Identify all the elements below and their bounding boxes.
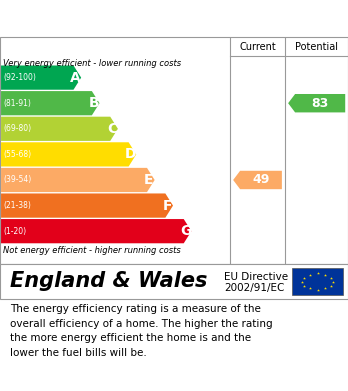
Text: A: A bbox=[70, 71, 81, 84]
Text: (55-68): (55-68) bbox=[3, 150, 32, 159]
Polygon shape bbox=[1, 91, 100, 115]
Text: England & Wales: England & Wales bbox=[10, 271, 208, 291]
Polygon shape bbox=[1, 117, 118, 141]
Text: (21-38): (21-38) bbox=[3, 201, 31, 210]
Text: E: E bbox=[144, 173, 153, 187]
Text: G: G bbox=[180, 224, 191, 238]
Text: Potential: Potential bbox=[295, 42, 338, 52]
Text: (92-100): (92-100) bbox=[3, 73, 36, 82]
Text: Energy Efficiency Rating: Energy Efficiency Rating bbox=[10, 13, 239, 30]
Polygon shape bbox=[1, 194, 173, 218]
Polygon shape bbox=[288, 94, 345, 112]
Text: Current: Current bbox=[239, 42, 276, 52]
Polygon shape bbox=[1, 66, 81, 90]
Text: B: B bbox=[88, 96, 99, 110]
Text: (1-20): (1-20) bbox=[3, 227, 26, 236]
Text: The energy efficiency rating is a measure of the
overall efficiency of a home. T: The energy efficiency rating is a measur… bbox=[10, 304, 273, 358]
Text: (69-80): (69-80) bbox=[3, 124, 32, 133]
Polygon shape bbox=[1, 142, 136, 167]
Text: Not energy efficient - higher running costs: Not energy efficient - higher running co… bbox=[3, 246, 181, 255]
Polygon shape bbox=[1, 219, 191, 243]
Polygon shape bbox=[233, 171, 282, 189]
Text: 83: 83 bbox=[311, 97, 329, 110]
Text: Very energy efficient - lower running costs: Very energy efficient - lower running co… bbox=[3, 59, 182, 68]
Text: EU Directive: EU Directive bbox=[224, 272, 288, 282]
Text: (81-91): (81-91) bbox=[3, 99, 31, 108]
Polygon shape bbox=[1, 168, 155, 192]
Text: (39-54): (39-54) bbox=[3, 176, 32, 185]
Text: D: D bbox=[125, 147, 136, 161]
Text: 2002/91/EC: 2002/91/EC bbox=[224, 283, 285, 293]
Text: 49: 49 bbox=[252, 174, 270, 187]
Text: C: C bbox=[107, 122, 117, 136]
Bar bbox=[292, 268, 343, 295]
Text: F: F bbox=[163, 199, 172, 213]
